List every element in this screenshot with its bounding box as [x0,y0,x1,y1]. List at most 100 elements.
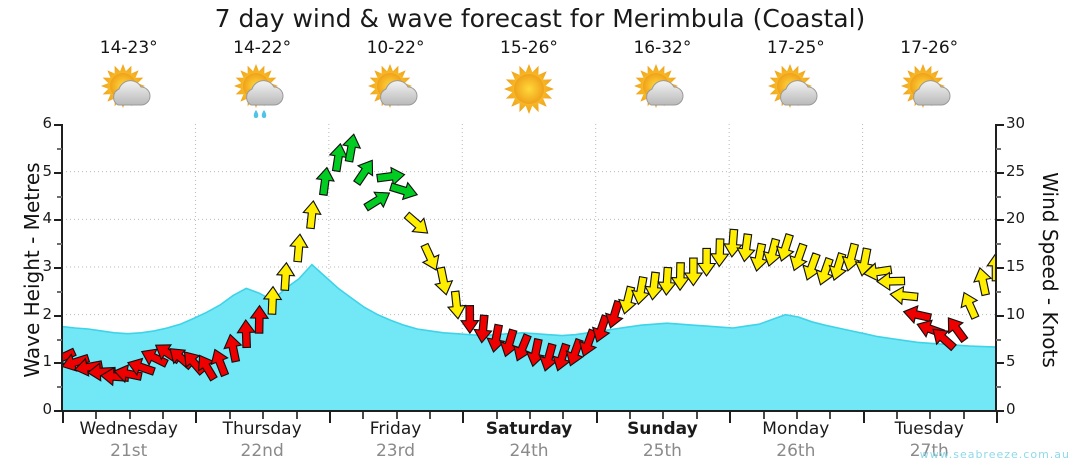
x-day-cell: Sunday 25th [596,418,729,470]
x-day-cell: Wednesday 21st [62,418,195,470]
x-minor-tick [962,412,965,419]
chart-canvas [62,124,996,410]
day-header: 17-25° [729,38,862,124]
left-minor-tick [57,147,62,150]
x-day-cell: Thursday 22nd [195,418,328,470]
temperature-range: 14-23° [99,38,158,58]
x-minor-tick [128,412,131,419]
left-tick-label: 1 [42,352,52,371]
right-tick-label: 0 [1006,400,1016,418]
day-date: 23rd [375,441,416,461]
left-minor-tick [57,290,62,293]
left-tick-label: 0 [42,400,52,418]
right-tick-label: 25 [1006,161,1026,180]
left-axis [61,124,63,412]
x-day-cell: Saturday 24th [462,418,595,470]
x-minor-tick [428,412,431,419]
temperature-range: 14-22° [233,38,292,58]
plot-area [62,124,996,410]
x-minor-tick [228,412,231,419]
left-tick-mark [54,219,62,222]
day-name: Monday [762,419,830,439]
x-day-cell: Friday 23rd [329,418,462,470]
sun-cloud-rain-icon [231,62,293,120]
day-header: 14-22° [195,38,328,124]
x-minor-tick [495,412,498,419]
day-header-strip: 14-23° 14-22° 10-22° 15-26° 16-32° 17-25… [62,38,996,124]
sun-icon [498,62,560,120]
x-minor-tick [562,412,565,419]
left-tick-mark [54,362,62,365]
x-minor-tick [295,412,298,419]
left-axis-title: Wave Height - Metres [20,162,44,378]
right-minor-tick [996,386,1001,389]
temperature-range: 16-32° [633,38,692,58]
left-tick-mark [54,171,62,174]
right-minor-tick [996,338,1001,341]
x-day-cell: Tuesday 27th [863,418,996,470]
sun-cloud-icon [898,62,960,120]
right-tick-mark [996,314,1004,317]
left-tick-label: 3 [42,257,52,275]
left-tick-mark [54,267,62,269]
x-major-tick [862,412,865,423]
left-tick-label: 4 [42,209,52,228]
left-tick-label: 6 [42,114,52,132]
day-name: Tuesday [894,419,964,439]
left-minor-tick [57,243,62,246]
right-tick-mark [996,171,1004,174]
x-minor-tick [929,412,932,419]
sun-cloud-icon [365,62,427,120]
right-tick-label: 10 [1006,304,1026,323]
day-name: Wednesday [79,419,178,439]
x-minor-tick [762,412,765,419]
page-title: 7 day wind & wave forecast for Merimbula… [214,4,866,33]
left-tick-mark [54,314,62,317]
day-name: Friday [369,419,422,439]
sun-cloud-icon [631,62,693,120]
right-minor-tick [996,290,1001,293]
day-name: Sunday [627,419,698,439]
right-tick-label: 15 [1006,257,1026,275]
day-name: Saturday [485,419,573,439]
day-header: 10-22° [329,38,462,124]
left-tick-mark [54,124,62,126]
watermark: www.seabreeze.com.au [919,448,1070,461]
day-header: 16-32° [596,38,729,124]
x-minor-tick [695,412,698,419]
day-header: 14-23° [62,38,195,124]
right-tick-mark [996,124,1004,126]
right-tick-mark [996,219,1004,222]
x-minor-tick [162,412,165,419]
day-name: Thursday [222,419,302,439]
bottom-axis [61,410,997,412]
temperature-range: 15-26° [500,38,558,58]
sun-cloud-icon [765,62,827,120]
day-date: 21st [110,441,148,461]
x-minor-tick [262,412,265,419]
day-date: 27th [909,441,949,461]
x-major-tick [195,412,198,423]
sun-cloud-icon [98,62,160,120]
temperature-range: 17-26° [900,38,959,58]
right-axis-title: Wind Speed - Knots [1038,172,1062,368]
x-major-tick [595,412,598,423]
x-day-cell: Monday 26th [729,418,862,470]
left-minor-tick [57,338,62,341]
x-minor-tick [662,412,665,419]
left-tick-label: 5 [42,161,52,180]
x-minor-tick [829,412,832,419]
temperature-range: 10-22° [366,38,425,58]
x-major-tick [996,412,998,423]
right-tick-label: 5 [1006,352,1016,371]
day-date: 26th [776,441,816,461]
right-tick-label: 30 [1006,114,1026,132]
day-date: 25th [642,441,682,461]
x-major-tick [328,412,331,423]
day-header: 17-26° [863,38,996,124]
left-tick-label: 2 [42,304,52,323]
x-major-tick [462,412,465,423]
temperature-range: 17-25° [766,38,825,58]
x-minor-tick [629,412,632,419]
day-date: 24th [509,441,549,461]
